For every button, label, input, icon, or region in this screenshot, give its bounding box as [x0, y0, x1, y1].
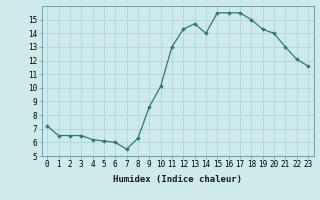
X-axis label: Humidex (Indice chaleur): Humidex (Indice chaleur)	[113, 175, 242, 184]
